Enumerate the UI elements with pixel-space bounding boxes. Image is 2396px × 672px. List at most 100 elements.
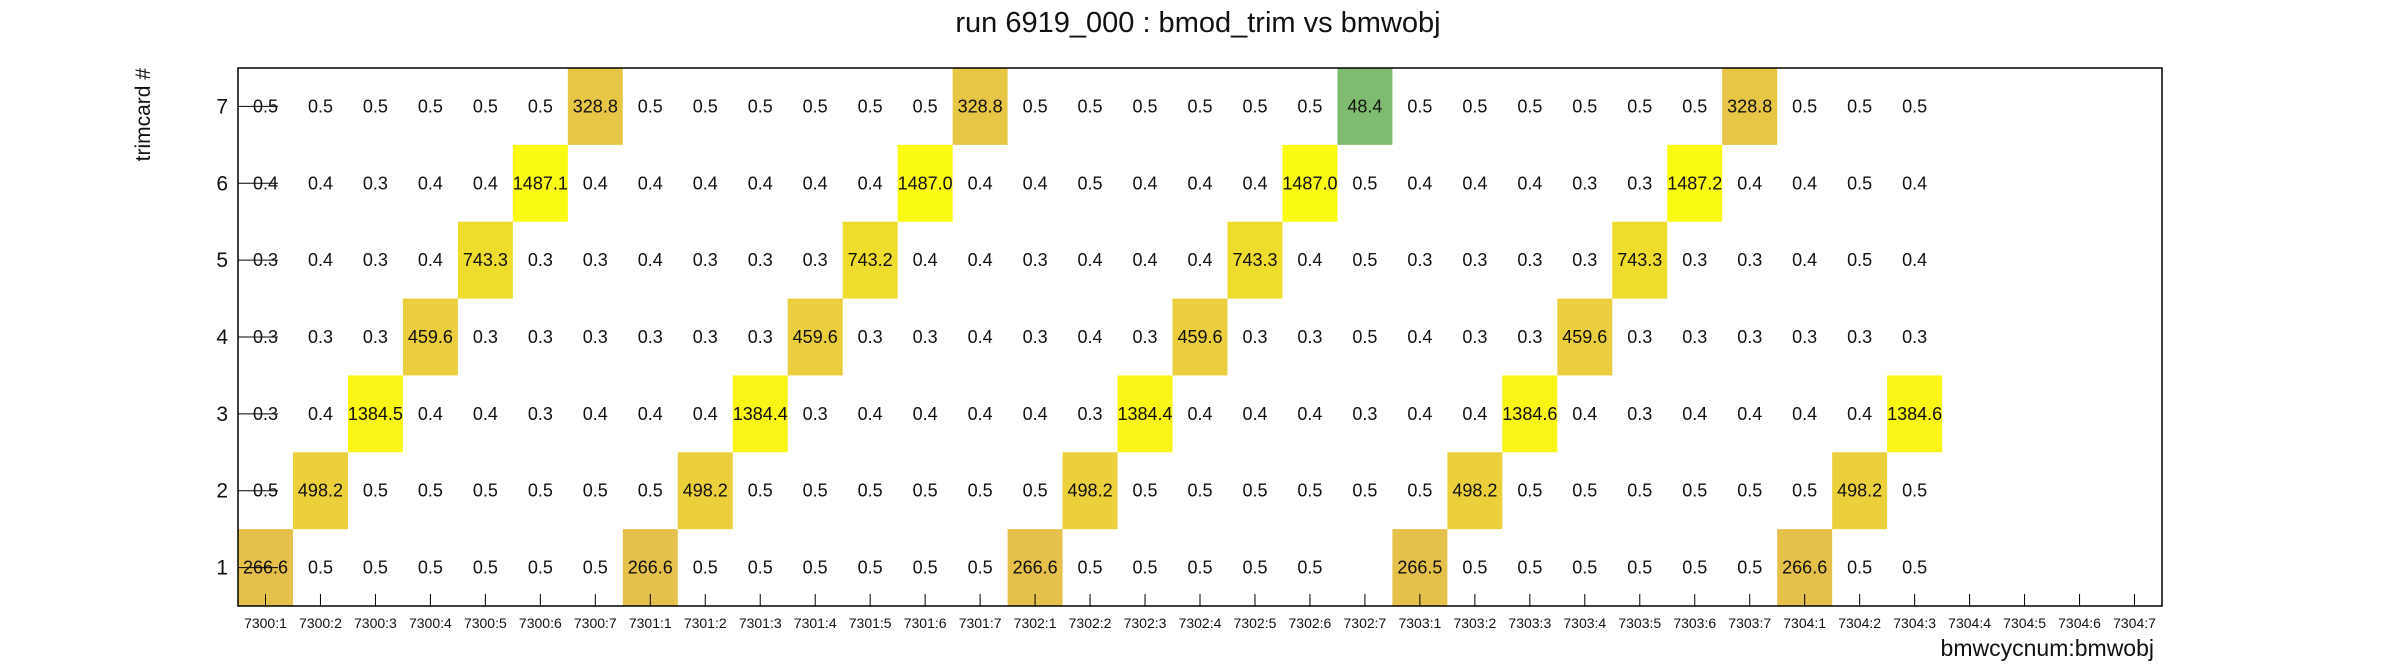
x-tick-label: 7300:7 [574, 615, 617, 631]
cell-value-label: 0.3 [1627, 404, 1652, 424]
cell-value-label: 0.4 [1407, 404, 1432, 424]
cell-value-label: 0.5 [1078, 558, 1103, 578]
x-tick-label: 7303:2 [1453, 615, 1496, 631]
cell-value-label: 0.5 [748, 558, 773, 578]
cell-value-label: 743.3 [1232, 250, 1277, 270]
cell-value-label: 0.3 [1352, 404, 1377, 424]
cell-value-label: 0.4 [1187, 173, 1212, 193]
cell-value-label: 0.5 [418, 481, 443, 501]
cell-value-label: 0.5 [913, 558, 938, 578]
heatmap-cell [567, 68, 623, 145]
cell-value-label: 0.5 [913, 481, 938, 501]
cell-value-label: 0.3 [1627, 173, 1652, 193]
cell-value-label: 0.3 [803, 250, 828, 270]
cell-value-label: 0.4 [1737, 404, 1762, 424]
x-tick-label: 7302:1 [1014, 615, 1057, 631]
cell-value-label: 0.4 [638, 404, 663, 424]
cell-value-label: 0.4 [473, 404, 498, 424]
heatmap-cell [1447, 452, 1503, 530]
cell-value-label: 0.4 [1792, 250, 1817, 270]
cell-value-label: 0.5 [1627, 481, 1652, 501]
cell-value-label: 0.3 [1682, 327, 1707, 347]
cell-value-label: 0.5 [1078, 96, 1103, 116]
cell-value-label: 0.5 [1242, 558, 1267, 578]
cell-value-label: 48.4 [1347, 96, 1382, 116]
y-tick-label: 4 [216, 326, 228, 349]
cell-value-label: 0.5 [583, 481, 608, 501]
cell-value-label: 498.2 [1452, 481, 1497, 501]
cell-value-label: 0.5 [1847, 250, 1872, 270]
y-tick-label: 7 [216, 95, 228, 118]
x-tick-label: 7300:2 [299, 615, 342, 631]
cell-value-label: 0.5 [858, 558, 883, 578]
cell-value-label: 743.3 [463, 250, 508, 270]
cell-value-label: 0.3 [253, 327, 278, 347]
cell-value-label: 0.3 [1023, 250, 1048, 270]
heatmap-cell [622, 529, 678, 606]
cell-value-label: 1487.0 [898, 173, 953, 193]
cell-value-label: 0.3 [253, 404, 278, 424]
cell-value-label: 459.6 [1177, 327, 1222, 347]
cell-value-label: 0.5 [1792, 481, 1817, 501]
cell-value-label: 0.4 [1242, 173, 1267, 193]
cell-value-label: 266.6 [1782, 558, 1827, 578]
cell-value-label: 0.4 [748, 173, 773, 193]
x-tick-label: 7304:7 [2113, 615, 2156, 631]
cell-value-label: 0.5 [1572, 481, 1597, 501]
heatmap-cell [1392, 529, 1448, 606]
cell-value-label: 0.3 [1627, 327, 1652, 347]
cell-value-label: 0.5 [1297, 96, 1322, 116]
cell-value-label: 0.3 [693, 250, 718, 270]
cell-value-label: 0.5 [913, 96, 938, 116]
cell-value-label: 0.5 [473, 558, 498, 578]
cell-value-label: 0.4 [1133, 173, 1158, 193]
x-tick-label: 7302:4 [1179, 615, 1222, 631]
cell-value-label: 0.5 [1572, 96, 1597, 116]
cell-value-label: 0.5 [1352, 327, 1377, 347]
cell-value-label: 0.5 [1902, 481, 1927, 501]
cell-value-label: 0.3 [1572, 250, 1597, 270]
cell-value-label: 1487.2 [1667, 173, 1722, 193]
cell-value-label: 0.3 [1737, 250, 1762, 270]
heatmap-cell [402, 298, 458, 376]
y-tick-label: 2 [216, 480, 228, 503]
cell-value-label: 0.3 [363, 173, 388, 193]
x-tick-label: 7302:7 [1344, 615, 1387, 631]
cell-value-label: 0.5 [1133, 558, 1158, 578]
cell-value-label: 0.5 [1847, 173, 1872, 193]
cell-value-label: 0.5 [1023, 96, 1048, 116]
heatmap-cell [1502, 375, 1558, 453]
cell-value-label: 0.5 [583, 558, 608, 578]
x-tick-label: 7303:5 [1618, 615, 1661, 631]
x-tick-label: 7302:3 [1124, 615, 1167, 631]
x-tick-label: 7300:6 [519, 615, 562, 631]
cell-value-label: 743.2 [848, 250, 893, 270]
x-tick-label: 7304:5 [2003, 615, 2046, 631]
cell-value-label: 0.5 [1352, 481, 1377, 501]
cell-value-label: 0.5 [1627, 96, 1652, 116]
cell-value-label: 0.4 [638, 250, 663, 270]
heatmap-cell [1557, 298, 1613, 376]
cell-value-label: 459.6 [793, 327, 838, 347]
cell-value-label: 0.4 [858, 173, 883, 193]
heatmap-cell [1007, 529, 1063, 606]
cell-value-label: 0.5 [748, 481, 773, 501]
cell-value-label: 1384.4 [733, 404, 788, 424]
y-tick-label: 1 [216, 557, 228, 580]
cell-value-label: 0.5 [473, 481, 498, 501]
cell-value-label: 0.5 [1572, 558, 1597, 578]
cell-value-label: 0.3 [1682, 250, 1707, 270]
cell-value-label: 266.6 [1013, 558, 1058, 578]
heatmap-cell [842, 221, 898, 299]
cell-value-label: 0.4 [858, 404, 883, 424]
x-tick-label: 7303:6 [1673, 615, 1716, 631]
chart-title: run 6919_000 : bmod_trim vs bmwobj [955, 7, 1440, 39]
cell-value-label: 0.3 [1792, 327, 1817, 347]
cell-value-label: 0.4 [253, 173, 278, 193]
cell-value-label: 0.5 [1133, 481, 1158, 501]
cell-value-label: 0.4 [913, 404, 938, 424]
x-tick-label: 7301:3 [739, 615, 782, 631]
cell-value-label: 0.4 [1902, 173, 1927, 193]
cell-value-label: 0.5 [1902, 558, 1927, 578]
